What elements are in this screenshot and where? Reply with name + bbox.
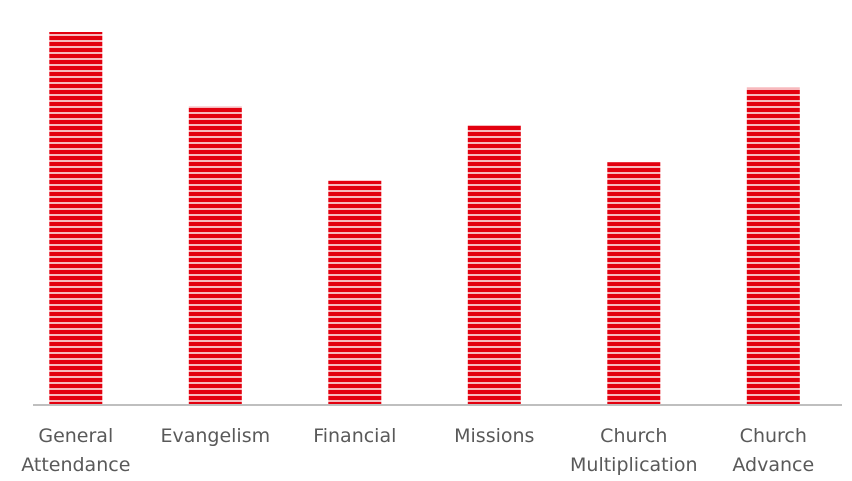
category-label-5-line-0: Church: [740, 425, 807, 447]
category-label-group: General Attendance Evangelism Financial Miss…: [21, 425, 814, 476]
category-label-1: Evangelism: [160, 425, 270, 447]
bar-group: [49, 32, 800, 405]
category-label-0-line-1: Attendance: [21, 454, 130, 476]
category-label-4-line-1: Multiplication: [570, 454, 698, 476]
category-label-2: Financial: [313, 425, 396, 447]
bar-1: [188, 106, 242, 405]
bar-0: [49, 32, 103, 404]
category-label-3: Missions: [454, 425, 534, 447]
category-label-0-line-0: General: [38, 425, 113, 447]
bar-2: [328, 180, 382, 404]
category-label-4-line-0: Church: [600, 425, 667, 447]
bar-5: [746, 87, 800, 405]
bar-4: [607, 162, 661, 404]
category-label-5-line-1: Advance: [732, 454, 814, 476]
bar-3: [467, 125, 521, 404]
